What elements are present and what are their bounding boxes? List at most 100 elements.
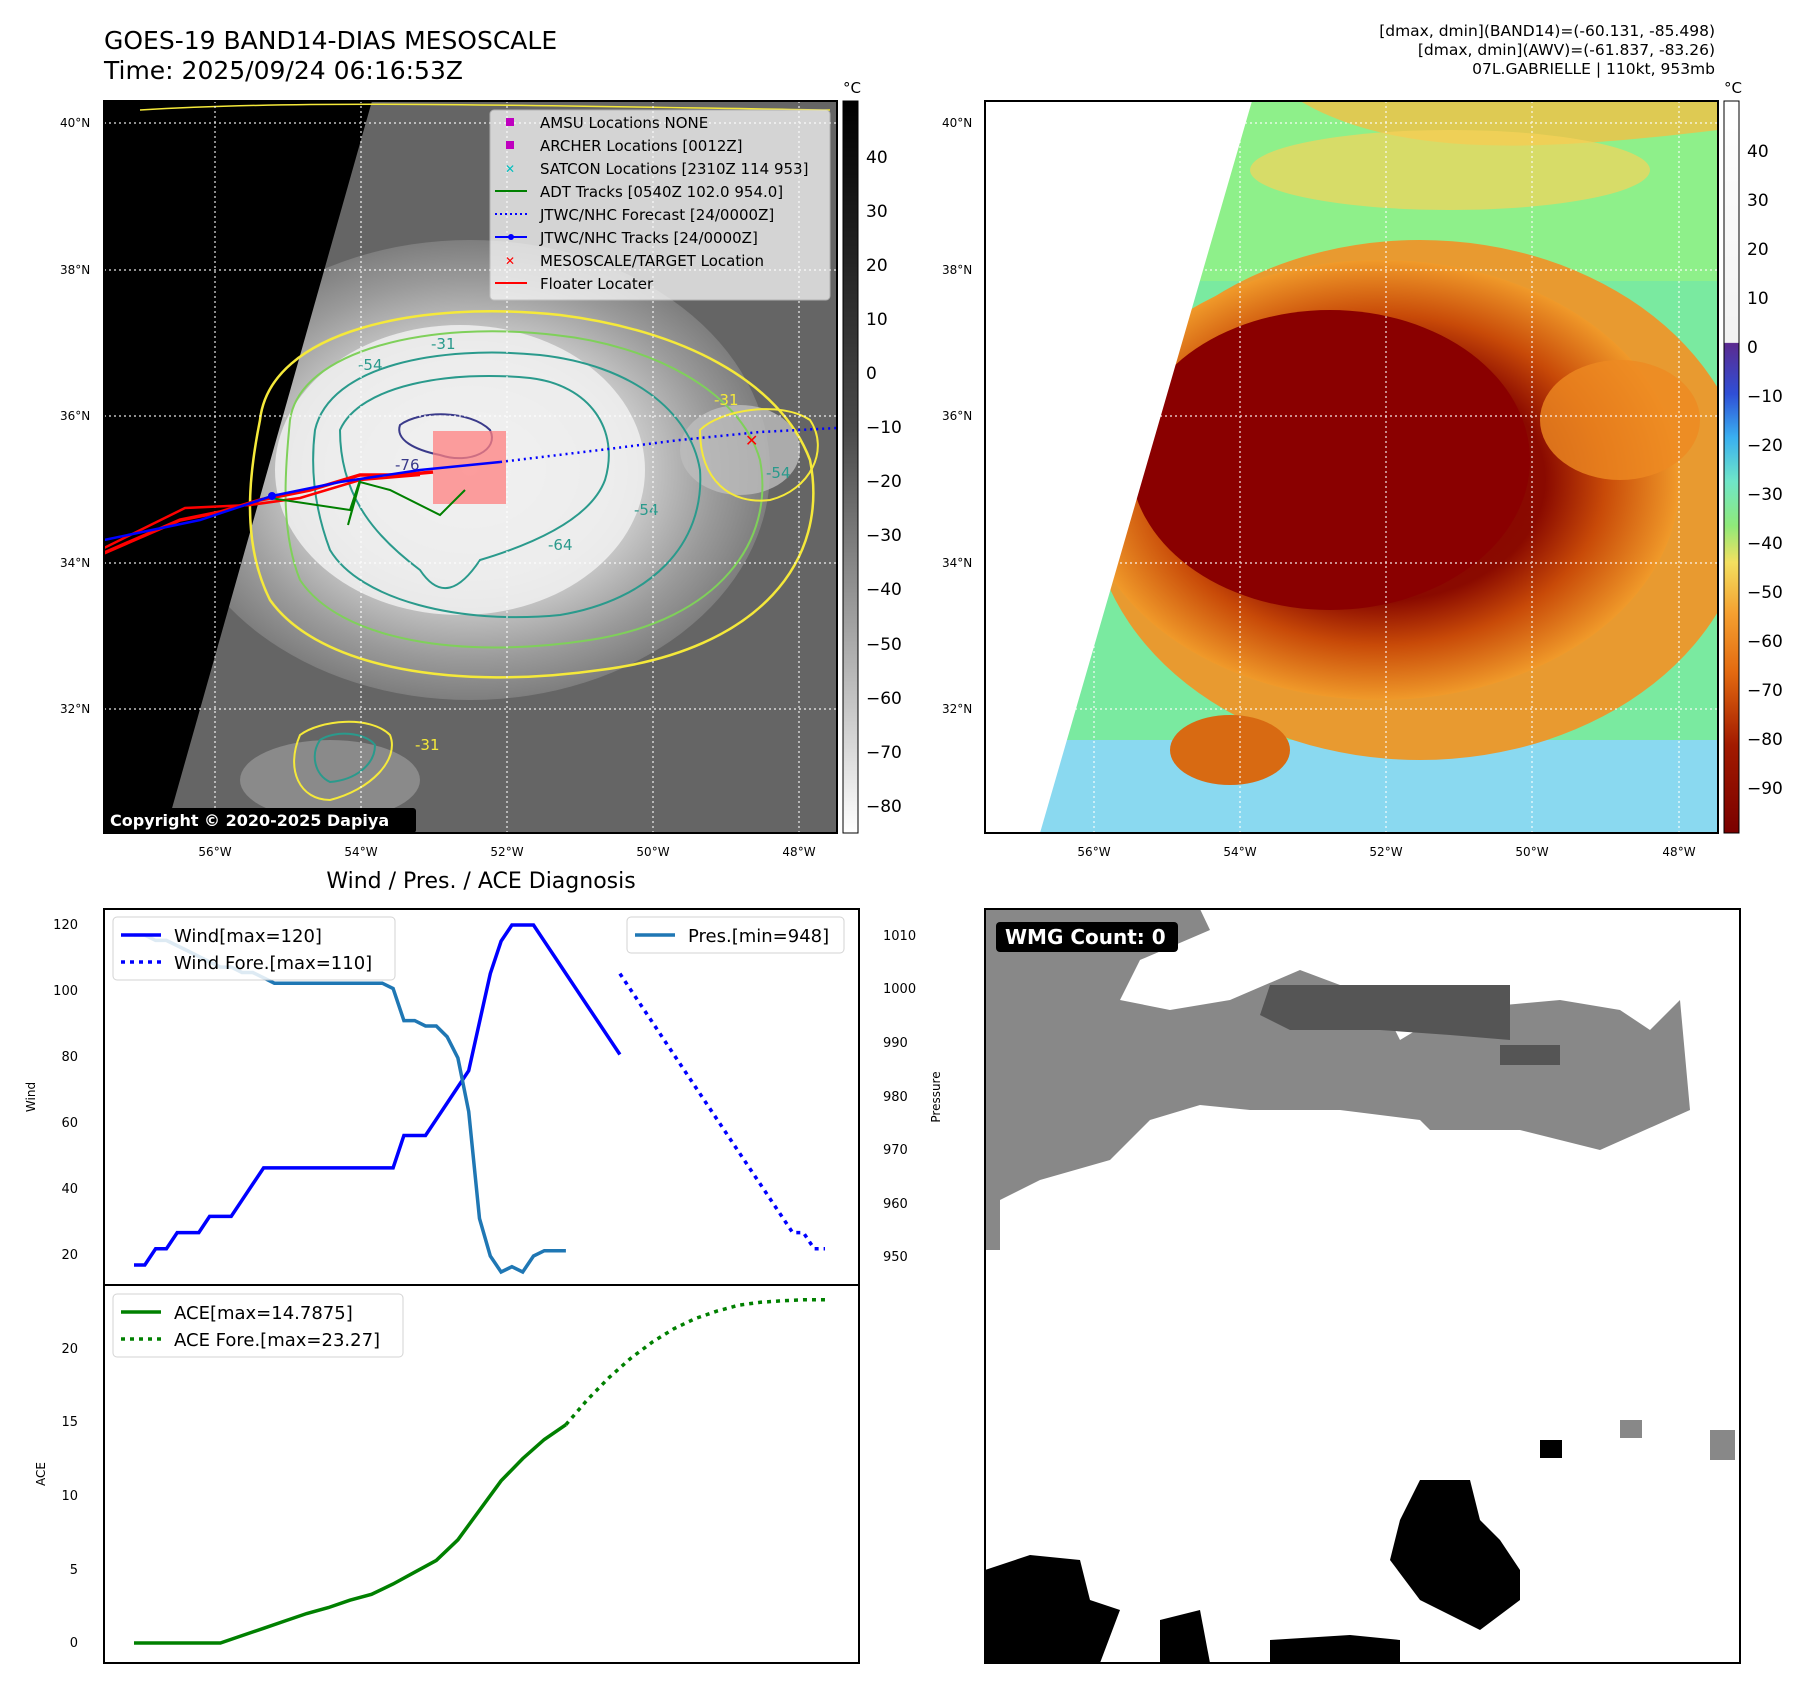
svg-text:−60: −60 <box>866 689 902 709</box>
ir-legend-item: AMSU Locations NONE <box>506 114 708 132</box>
svg-text:30: 30 <box>866 202 888 222</box>
target-marker-icon: ✕ <box>745 431 758 450</box>
svg-text:34°N: 34°N <box>60 556 90 570</box>
legend-label: Floater Locater <box>540 275 654 293</box>
svg-text:−70: −70 <box>1747 681 1783 701</box>
svg-text:20: 20 <box>1747 240 1769 260</box>
ace-line <box>134 1423 567 1645</box>
wmg-count-badge <box>996 922 1178 952</box>
contour-label: -54 <box>358 356 383 374</box>
wind-legend: Wind[max=120] Wind Fore.[max=110] <box>112 916 396 981</box>
contour-label: -31 <box>714 391 739 409</box>
svg-text:1000: 1000 <box>883 982 916 997</box>
ace-legend: ACE[max=14.7875] ACE Fore.[max=23.27] <box>112 1293 404 1358</box>
svg-text:52°W: 52°W <box>490 845 523 859</box>
svg-text:54°W: 54°W <box>344 845 377 859</box>
wmg-count-label: WMG Count: 0 <box>1005 925 1166 949</box>
stats-line-2: [dmax, dmin](AWV)=(-61.837, -83.26) <box>1417 41 1715 59</box>
svg-text:Wind Fore.[max=110]: Wind Fore.[max=110] <box>174 953 372 974</box>
copyright-label: Copyright © 2020-2025 Dapiya <box>110 811 389 830</box>
legend-label: JTWC/NHC Tracks [24/0000Z] <box>539 229 758 247</box>
svg-text:0: 0 <box>866 364 877 384</box>
svg-text:38°N: 38°N <box>942 263 972 277</box>
contour-label: -31 <box>431 335 456 353</box>
contour-label: -76 <box>395 456 420 474</box>
svg-text:32°N: 32°N <box>942 702 972 716</box>
svg-text:Pres.[min=948]: Pres.[min=948] <box>688 926 829 947</box>
legend-marker-icon <box>506 141 514 149</box>
svg-text:20: 20 <box>61 1248 78 1263</box>
svg-text:100: 100 <box>53 984 78 999</box>
svg-text:40°N: 40°N <box>942 116 972 130</box>
wmg-image <box>985 909 1740 1663</box>
pressure-axis-label: Pressure <box>929 1071 943 1122</box>
contour-label: -54 <box>766 464 791 482</box>
svg-text:−40: −40 <box>1747 534 1783 554</box>
svg-text:48°W: 48°W <box>782 845 815 859</box>
wind-axis-label: Wind <box>24 1082 38 1112</box>
svg-text:20: 20 <box>866 256 888 276</box>
legend-marker-dot <box>508 234 514 240</box>
svg-text:−90: −90 <box>1747 779 1783 799</box>
svg-text:40°N: 40°N <box>60 116 90 130</box>
svg-text:38°N: 38°N <box>60 263 90 277</box>
svg-text:−40: −40 <box>866 580 902 600</box>
svg-text:1010: 1010 <box>883 929 916 944</box>
svg-text:50°W: 50°W <box>1515 845 1548 859</box>
ace-axis-label: ACE <box>34 1462 48 1486</box>
adt-track <box>269 479 466 526</box>
svg-text:−70: −70 <box>866 743 902 763</box>
svg-text:−30: −30 <box>866 526 902 546</box>
diag-title: Wind / Pres. / ACE Diagnosis <box>326 869 635 894</box>
svg-text:20: 20 <box>61 1342 78 1357</box>
ir-legend-item: Floater Locater <box>495 275 654 293</box>
stats-line-3: 07L.GABRIELLE | 110kt, 953mb <box>1472 60 1715 78</box>
svg-text:15: 15 <box>61 1415 78 1430</box>
svg-text:40: 40 <box>61 1182 78 1197</box>
ir-legend-item: ✕ SATCON Locations [2310Z 114 953] <box>505 160 808 178</box>
main-title: GOES-19 BAND14-DIAS MESOSCALE Time: 2025… <box>104 26 557 86</box>
svg-text:960: 960 <box>883 1197 908 1212</box>
svg-text:−20: −20 <box>1747 436 1783 456</box>
contour-label: -64 <box>548 536 573 554</box>
contour-label: -31 <box>415 736 440 754</box>
awv-colorbar-unit: °C <box>1724 79 1742 97</box>
awv-lat-labels: 40°N 38°N 36°N 34°N 32°N <box>942 116 972 716</box>
svg-text:5: 5 <box>70 1563 78 1578</box>
ir-image: -31 -54 -76 -64 -54 -31 -54 -31 ✕ Copyri… <box>104 101 837 833</box>
contour-label: -54 <box>634 501 659 519</box>
svg-text:56°W: 56°W <box>198 845 231 859</box>
awv-colorbar <box>1723 100 1740 834</box>
svg-text:10: 10 <box>1747 289 1769 309</box>
legend-label: SATCON Locations [2310Z 114 953] <box>540 160 808 178</box>
jtwc-nhc-track <box>104 460 501 542</box>
wind-forecast-line <box>618 972 825 1251</box>
ir-legend-item: ✕ MESOSCALE/TARGET Location <box>505 252 764 270</box>
legend-marker-icon: ✕ <box>505 162 515 176</box>
svg-text:−20: −20 <box>866 472 902 492</box>
ir-colorbar-unit: °C <box>843 79 861 97</box>
pressure-legend: Pres.[min=948] <box>626 916 845 954</box>
svg-text:40: 40 <box>866 148 888 168</box>
svg-text:−50: −50 <box>1747 583 1783 603</box>
svg-text:60: 60 <box>61 1116 78 1131</box>
svg-text:−10: −10 <box>866 418 902 438</box>
jtwc-nhc-forecast <box>499 426 837 464</box>
svg-text:0: 0 <box>1747 338 1758 358</box>
svg-text:−80: −80 <box>866 797 902 817</box>
awv-lon-labels: 56°W 54°W 52°W 50°W 48°W <box>1077 845 1695 859</box>
svg-text:−80: −80 <box>1747 730 1783 750</box>
svg-text:36°N: 36°N <box>942 409 972 423</box>
legend-marker-icon: ✕ <box>505 254 515 268</box>
title-line-1: GOES-19 BAND14-DIAS MESOSCALE <box>104 26 558 55</box>
svg-text:ACE[max=14.7875]: ACE[max=14.7875] <box>174 1303 353 1324</box>
svg-text:−60: −60 <box>1747 632 1783 652</box>
legend-label: MESOSCALE/TARGET Location <box>540 252 764 270</box>
ir-legend-item: JTWC/NHC Tracks [24/0000Z] <box>495 229 758 247</box>
legend-label: ADT Tracks [0540Z 102.0 954.0] <box>540 183 783 201</box>
legend-label: JTWC/NHC Forecast [24/0000Z] <box>539 206 774 224</box>
ir-legend: AMSU Locations NONE ARCHER Locations [001… <box>489 109 831 301</box>
wind-ticks: 120 100 80 60 40 20 <box>53 918 78 1263</box>
svg-text:56°W: 56°W <box>1077 845 1110 859</box>
legend-label: AMSU Locations NONE <box>540 114 708 132</box>
